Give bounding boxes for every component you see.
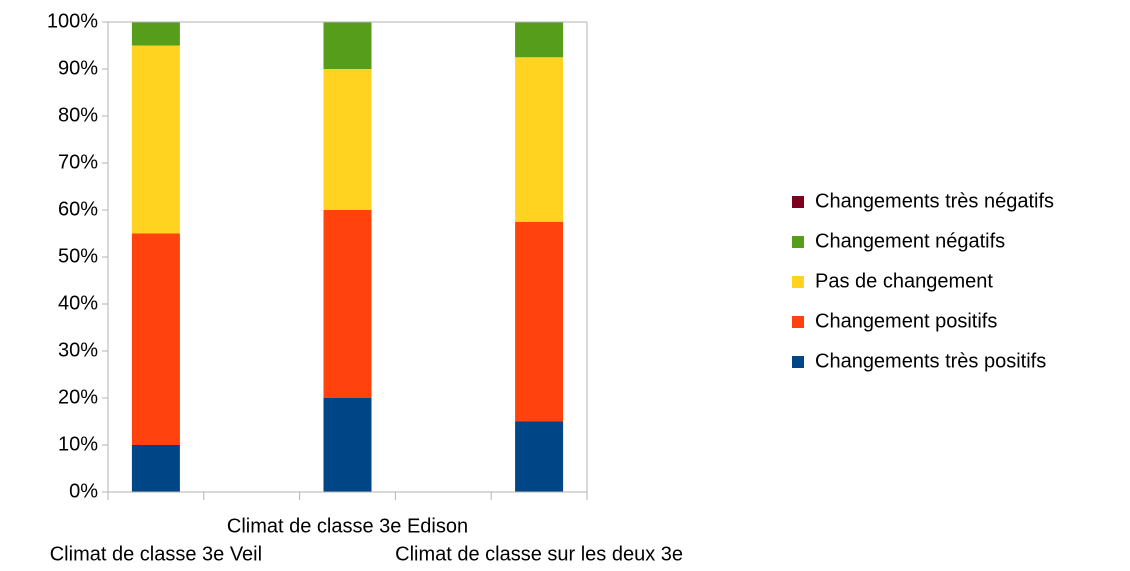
x-tick-label: Climat de classe 3e Veil: [50, 543, 262, 565]
x-tick-label: Climat de classe sur les deux 3e: [395, 543, 683, 565]
legend-swatch: [792, 236, 804, 248]
y-tick-label: 70%: [58, 151, 98, 173]
y-tick-label: 40%: [58, 292, 98, 314]
legend-swatch: [792, 276, 804, 288]
y-tick-label: 0%: [69, 480, 98, 502]
legend-label: Changements très positifs: [815, 350, 1046, 372]
bar-segment: [131, 445, 180, 492]
bar-segment: [515, 22, 564, 58]
y-tick-label: 50%: [58, 245, 98, 267]
bar-segment: [515, 221, 564, 422]
legend-label: Changements très négatifs: [815, 190, 1054, 212]
legend-label: Pas de changement: [815, 270, 993, 292]
y-tick-label: 90%: [58, 57, 98, 79]
bar-segment: [323, 22, 372, 69]
y-tick-label: 10%: [58, 433, 98, 455]
bar-segment: [323, 69, 372, 210]
bar-segment: [131, 22, 180, 46]
legend-swatch: [792, 356, 804, 368]
bar-segment: [323, 210, 372, 398]
y-tick-label: 30%: [58, 339, 98, 361]
y-tick-label: 60%: [58, 198, 98, 220]
y-tick-label: 100%: [47, 10, 98, 32]
bar-segment: [515, 57, 564, 222]
bar-segment: [323, 398, 372, 492]
legend-swatch: [792, 316, 804, 328]
bar-segment: [515, 421, 564, 492]
legend-swatch: [792, 196, 804, 208]
legend-label: Changement positifs: [815, 310, 997, 332]
y-tick-label: 80%: [58, 104, 98, 126]
x-tick-label: Climat de classe 3e Edison: [227, 515, 468, 537]
legend-label: Changement négatifs: [815, 230, 1005, 252]
bar-segment: [131, 233, 180, 445]
y-tick-label: 20%: [58, 386, 98, 408]
bar-segment: [131, 45, 180, 234]
